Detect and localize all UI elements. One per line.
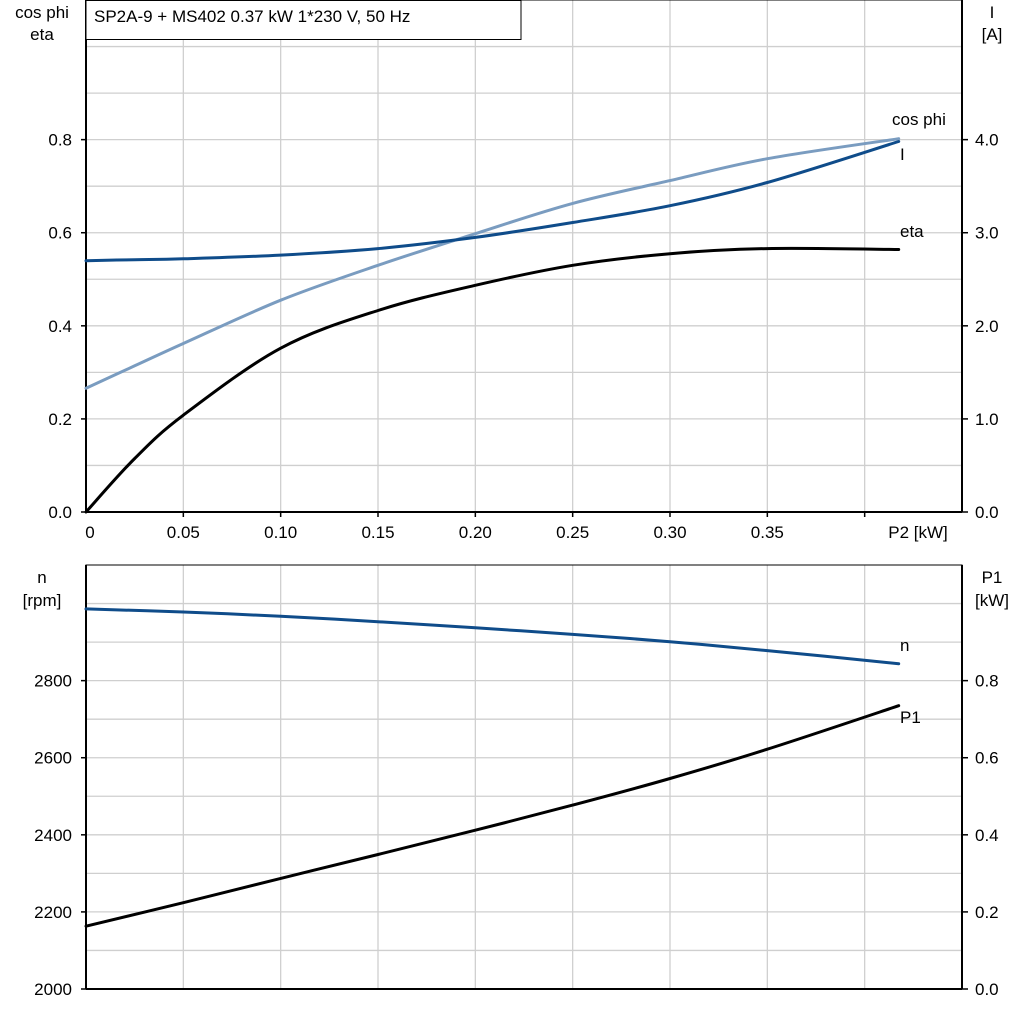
x-tick-label: 0.05 — [167, 523, 200, 542]
panel-1 — [81, 564, 968, 990]
y-axis-label-left: [rpm] — [23, 591, 62, 610]
y-axis-label-left: n — [37, 568, 46, 587]
plot-frame — [85, 564, 963, 990]
y-axis-label-right: P1 — [982, 568, 1003, 587]
x-tick-label: 0.20 — [459, 523, 492, 542]
x-tick-label: 0.25 — [556, 523, 589, 542]
plot-frame — [85, 0, 963, 513]
y-tick-label-right: 0.0 — [975, 503, 999, 522]
y-tick-label-left: 0.2 — [48, 410, 72, 429]
x-tick-label: 0.10 — [264, 523, 297, 542]
y-axis-label-left: cos phi — [15, 3, 69, 22]
title-box — [85, 0, 522, 40]
y-axis-label-left: eta — [30, 25, 54, 44]
y-tick-label-left: 0.6 — [48, 224, 72, 243]
y-axis-label-right: [kW] — [975, 591, 1009, 610]
y-tick-label-left: 0.0 — [48, 503, 72, 522]
y-tick-label-left: 2800 — [34, 672, 72, 691]
series-line-p1 — [84, 704, 901, 928]
x-tick-label: 0.35 — [751, 523, 784, 542]
y-tick-label-left: 2200 — [34, 903, 72, 922]
series-label: n — [900, 636, 909, 655]
series-label: eta — [900, 222, 924, 241]
y-tick-label-left: 2400 — [34, 826, 72, 845]
y-tick-label-left: 2000 — [34, 980, 72, 999]
series-label: I — [900, 145, 905, 164]
series-line-n — [84, 607, 901, 666]
y-tick-label-right: 3.0 — [975, 224, 999, 243]
y-tick-label-right: 4.0 — [975, 131, 999, 150]
series-label: P1 — [900, 708, 921, 727]
y-tick-label-right: 0.2 — [975, 903, 999, 922]
y-tick-label-right: 1.0 — [975, 410, 999, 429]
y-tick-label-right: 0.4 — [975, 826, 999, 845]
y-tick-label-left: 0.8 — [48, 131, 72, 150]
x-tick-label: 0.15 — [361, 523, 394, 542]
x-axis-label: P2 [kW] — [888, 523, 948, 542]
y-tick-label-right: 0.6 — [975, 749, 999, 768]
y-axis-label-right: I — [990, 3, 995, 22]
series-line-eta — [84, 246, 901, 514]
chart-title: SP2A-9 + MS402 0.37 kW 1*230 V, 50 Hz — [94, 7, 410, 26]
y-axis-label-right: [A] — [982, 25, 1003, 44]
series-line-cos-phi — [84, 137, 901, 390]
series-label: cos phi — [892, 110, 946, 129]
series-line-i — [84, 140, 901, 263]
y-tick-label-right: 0.8 — [975, 672, 999, 691]
y-tick-label-left: 0.4 — [48, 317, 72, 336]
x-tick-label: 0.30 — [653, 523, 686, 542]
y-tick-label-right: 0.0 — [975, 980, 999, 999]
panel-0 — [81, 0, 968, 517]
y-tick-label-left: 2600 — [34, 749, 72, 768]
x-tick-label: 0 — [85, 523, 94, 542]
y-tick-label-right: 2.0 — [975, 317, 999, 336]
